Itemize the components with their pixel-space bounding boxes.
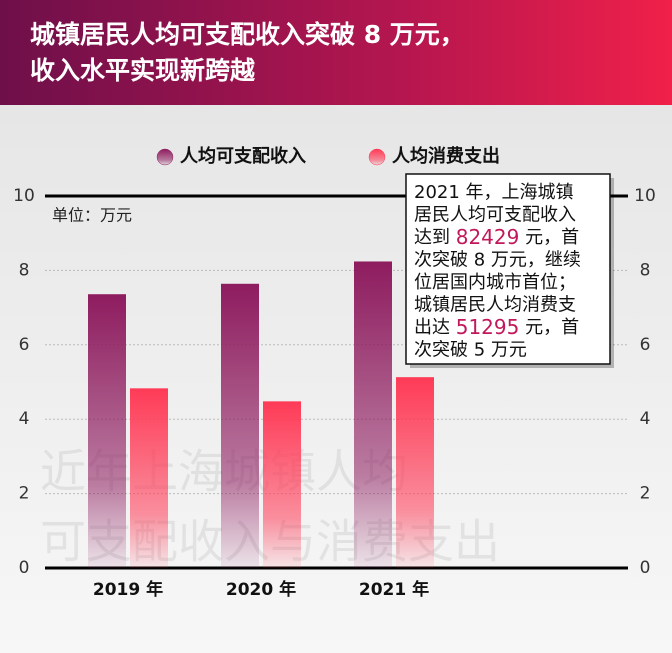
annotation-line: 出达 51295 元，首: [414, 315, 579, 339]
annotation-text: 元，首: [519, 227, 579, 248]
header: [0, 0, 672, 105]
y-tick-label: 2: [19, 484, 30, 504]
annotation-highlight: 82429: [456, 225, 520, 249]
title-line: 收入水平实现新跨越: [30, 56, 256, 85]
annotation-text: 2021 年，上海城镇: [414, 182, 574, 203]
x-tick-label: 2021 年: [359, 579, 429, 600]
bar: [263, 401, 301, 568]
annotation-text: 达到: [414, 227, 456, 248]
legend-label: 人均可支配收入: [180, 145, 306, 167]
annotation-line: 城镇居民人均消费支: [414, 295, 576, 316]
y2-tick-label: 10: [634, 186, 656, 206]
legend-marker: [156, 148, 174, 166]
annotation-line: 次突破 8 万元，继续: [414, 250, 581, 271]
y-tick-label: 0: [19, 558, 30, 578]
annotation-text: 出达: [414, 317, 456, 338]
title-line: 城镇居民人均可支配收入突破 8 万元，: [30, 20, 465, 49]
y2-tick-label: 8: [640, 260, 651, 280]
annotation-text: 城镇居民人均消费支: [414, 295, 576, 316]
y2-tick-label: 2: [640, 484, 651, 504]
annotation-line: 2021 年，上海城镇: [414, 182, 574, 203]
y-tick-label: 8: [19, 260, 30, 280]
unit-label: 单位：万元: [52, 206, 132, 225]
bar: [221, 283, 259, 568]
y2-tick-label: 6: [640, 335, 651, 355]
bar: [88, 294, 126, 568]
y2-tick-label: 0: [640, 558, 651, 578]
annotation-text: 元，首: [519, 317, 579, 338]
annotation-text: 位居国内城市首位；: [414, 272, 576, 293]
y2-tick-label: 4: [640, 409, 651, 429]
annotation-line: 达到 82429 元，首: [414, 225, 579, 249]
bar: [396, 377, 434, 568]
annotation-text: 居民人均可支配收入: [414, 205, 576, 226]
legend-label: 人均消费支出: [392, 145, 500, 167]
annotation-line: 次突破 5 万元: [414, 340, 527, 361]
annotation-line: 居民人均可支配收入: [414, 205, 576, 226]
y-tick-label: 4: [19, 409, 30, 429]
annotation-text: 次突破 5 万元: [414, 340, 527, 361]
legend-marker: [368, 148, 386, 166]
bar: [354, 261, 392, 568]
annotation-line: 位居国内城市首位；: [414, 272, 576, 293]
x-tick-label: 2019 年: [93, 579, 163, 600]
y-tick-label: 6: [19, 335, 30, 355]
bar: [130, 388, 168, 568]
annotation-box: [405, 173, 611, 365]
annotation-text: 次突破 8 万元，继续: [414, 250, 581, 271]
annotation-highlight: 51295: [456, 315, 520, 339]
y-tick-label: 10: [13, 186, 35, 206]
x-tick-label: 2020 年: [226, 579, 296, 600]
